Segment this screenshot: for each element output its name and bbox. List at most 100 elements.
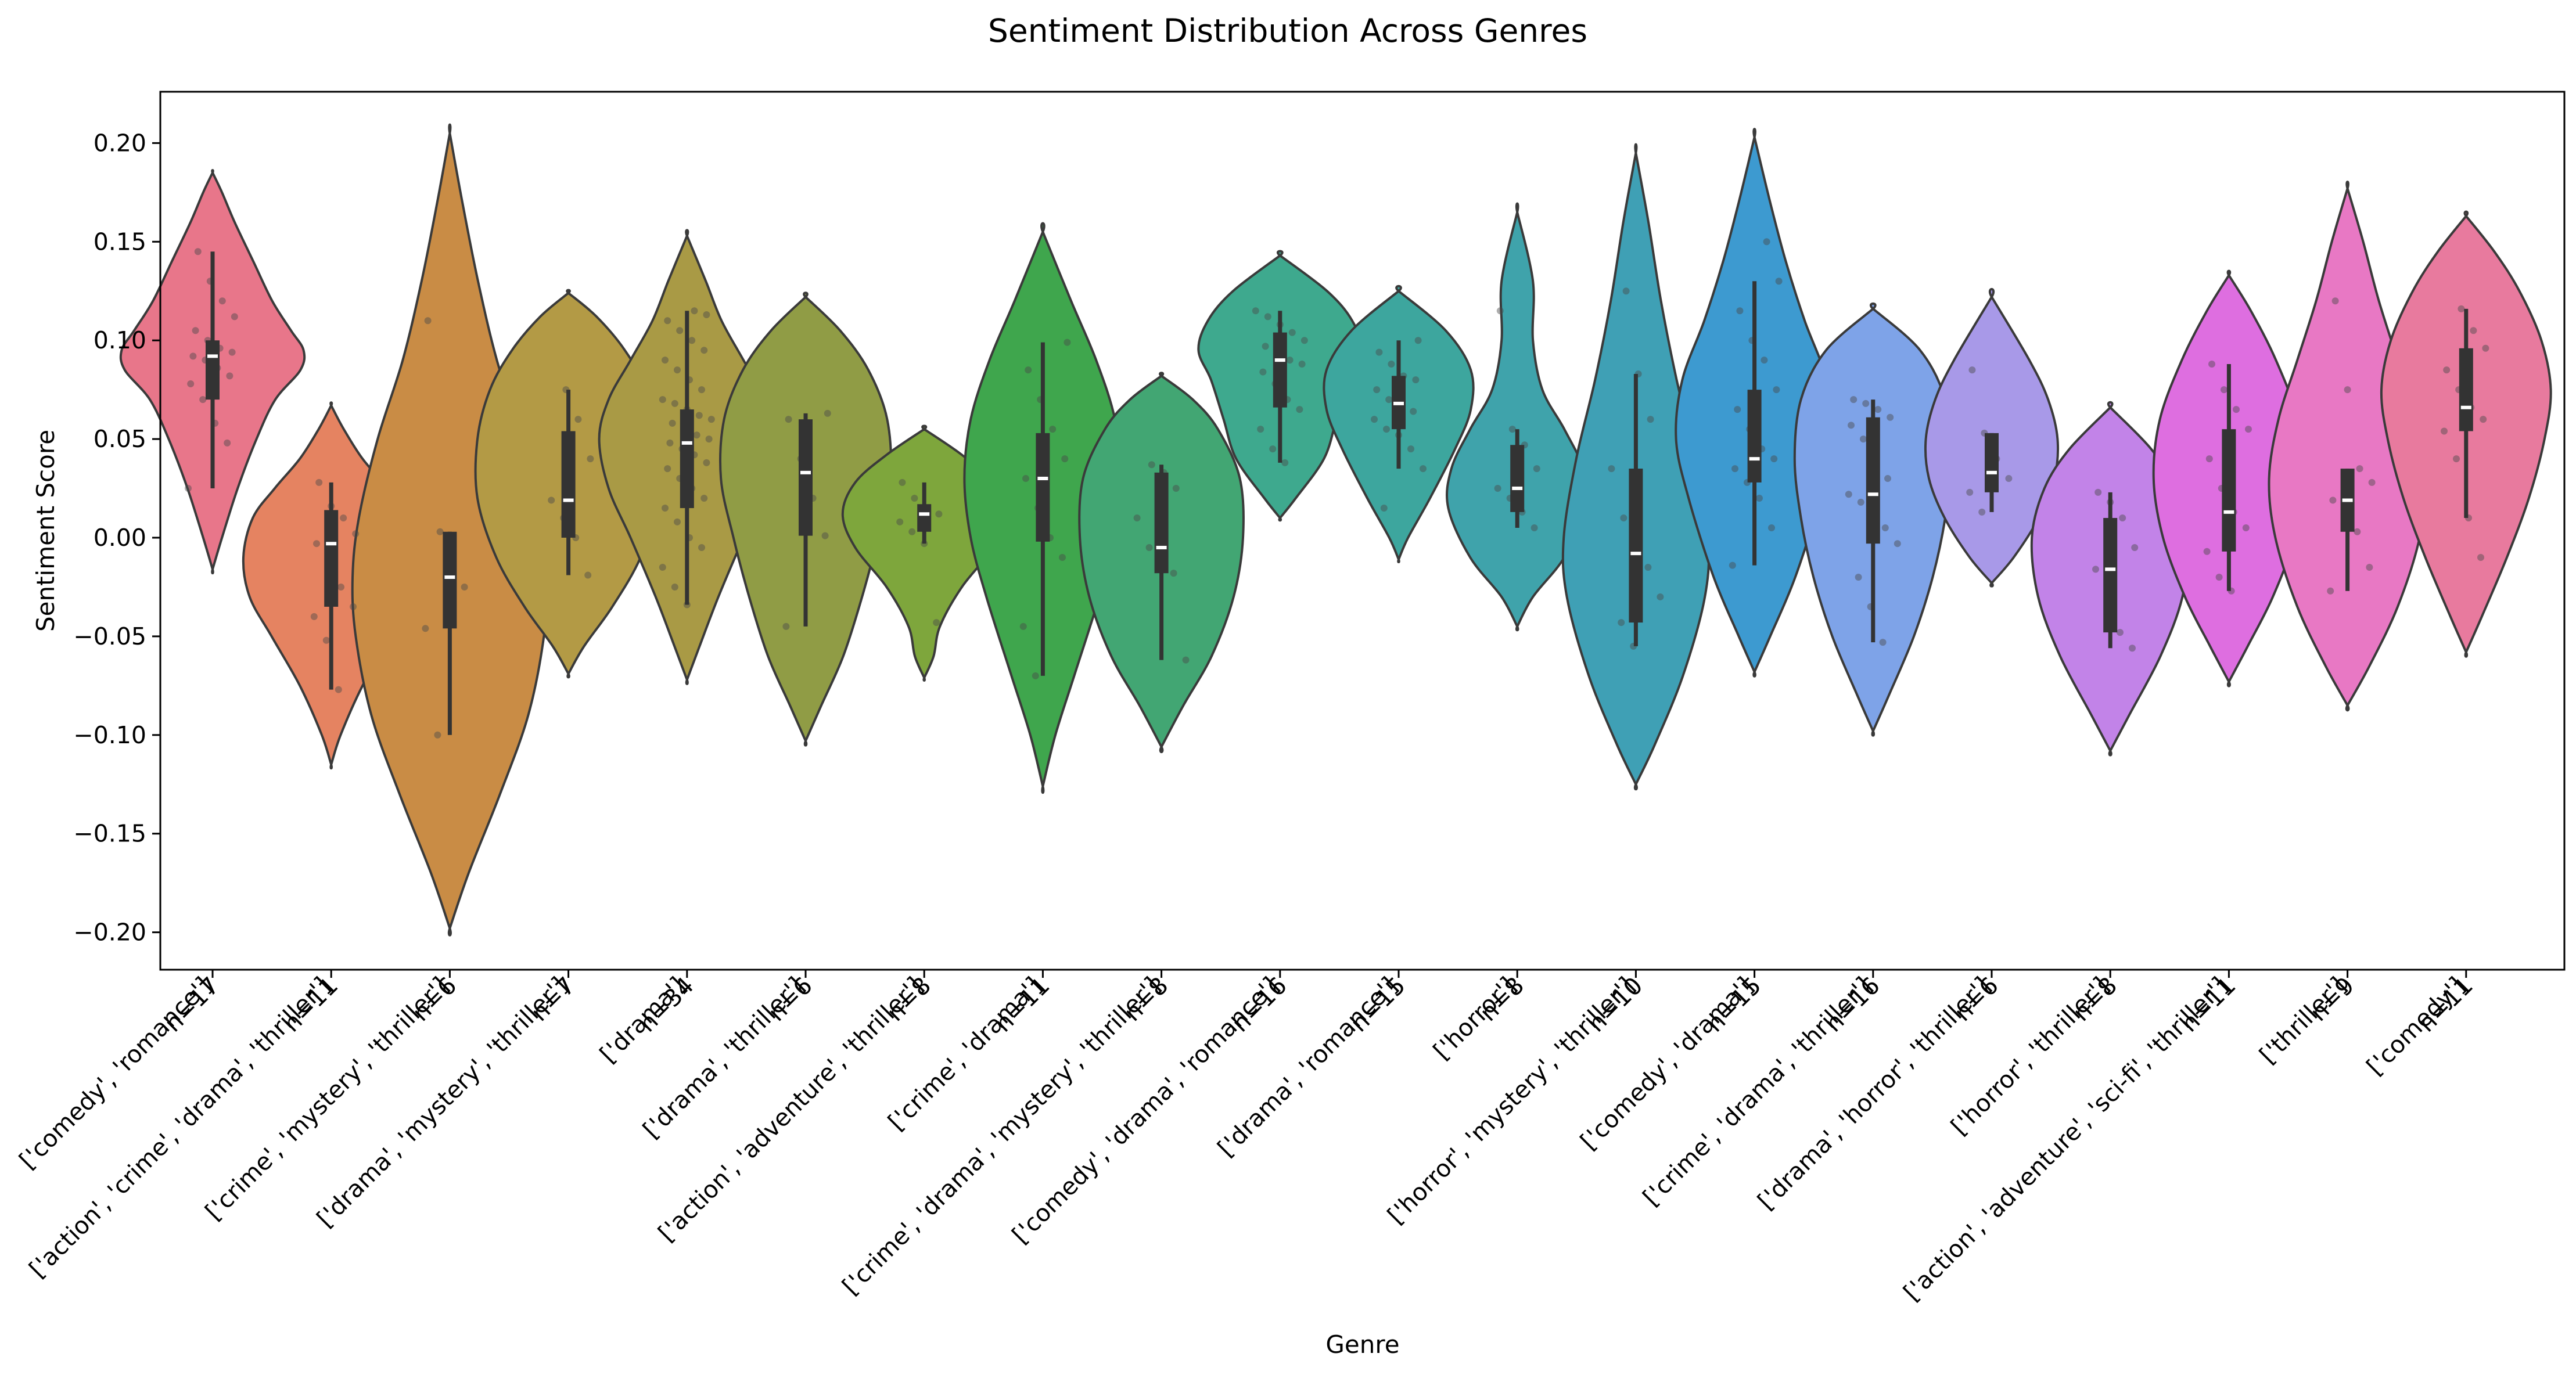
data-point [1410,408,1417,415]
iqr-box [1510,445,1525,512]
data-point [703,459,710,466]
data-point [1385,396,1393,404]
data-point [2366,563,2373,571]
data-point [1269,445,1277,453]
data-point [1288,329,1296,336]
data-point [2441,427,2448,435]
data-point [1296,406,1303,413]
data-point [1855,573,1862,581]
data-point [424,317,432,325]
data-point [436,528,444,535]
data-point [1300,337,1308,344]
data-point [461,583,468,591]
data-point [698,386,705,394]
data-point [1252,307,1259,315]
data-point [1862,399,1870,407]
data-point [2331,297,2339,305]
data-point [1761,357,1768,364]
iqr-box [1036,433,1050,542]
data-point [1049,426,1057,433]
data-point [2458,305,2465,312]
data-point [1874,406,1882,413]
data-point [1133,514,1141,522]
data-point [2327,587,2334,595]
data-point [1388,360,1395,368]
data-point [350,603,357,610]
data-point [935,510,943,518]
data-point [574,416,582,423]
data-point [2470,327,2477,334]
data-point [1850,396,1858,404]
data-point [1286,357,1294,364]
data-point [1182,656,1190,664]
data-point [1848,422,1855,429]
data-point [1407,445,1414,453]
data-point [226,372,233,380]
y-tick-label: 0.05 [94,425,146,453]
data-point [1887,413,1894,421]
data-point [1860,435,1867,443]
data-point [1845,491,1852,498]
data-point [671,583,678,591]
data-point [896,518,904,525]
iqr-box [561,431,576,538]
plot-frame [159,91,2566,971]
data-point [1496,307,1504,315]
data-point [899,478,906,486]
data-point [337,583,344,591]
data-point [1731,465,1738,473]
data-point [2482,344,2489,352]
data-point [2119,514,2126,522]
data-point [1508,426,1516,433]
data-point [548,496,555,504]
data-point [199,396,207,404]
data-point [707,416,715,423]
data-point [1734,406,1741,413]
data-point [1262,343,1269,350]
data-point [1371,416,1378,423]
data-point [700,495,708,502]
iqr-box [680,409,694,509]
data-point [703,311,710,319]
data-point [340,514,347,522]
data-point [1420,465,1427,473]
data-point [2233,406,2240,413]
data-point [785,416,792,423]
x-axis-title: Genre [1325,1330,1399,1359]
data-point [422,625,429,632]
data-point [218,297,226,305]
data-point [1383,426,1390,433]
data-point [313,540,320,548]
data-point [2131,543,2139,551]
data-point [2129,645,2136,652]
data-point [434,731,441,739]
data-point [666,439,674,447]
iqr-box [799,419,813,536]
data-point [1172,485,1180,492]
data-point [662,505,669,512]
data-point [2344,386,2351,394]
data-point [664,317,671,325]
data-point [1622,287,1630,295]
data-point [1170,570,1177,577]
iqr-box [917,504,932,532]
data-point [2477,553,2484,561]
data-point [700,347,708,354]
data-point [2205,455,2213,463]
data-point [1884,475,1891,483]
data-point [1894,540,1901,548]
data-point [1966,488,1974,496]
data-point [2354,528,2361,535]
data-point [1729,561,1736,569]
data-point [1978,508,1986,516]
data-point [2221,386,2227,394]
y-axis: −0.20 −0.15 −0.10 −0.05 0.00 0.05 0.10 0.15 0.20 [73,129,160,946]
data-point [352,530,360,538]
data-point [933,619,940,627]
data-point [189,352,197,360]
data-point [1881,524,1889,532]
y-tick-label: −0.15 [73,820,146,848]
iqr-box [206,340,220,400]
data-point [2005,475,2013,483]
data-point [1618,619,1625,627]
